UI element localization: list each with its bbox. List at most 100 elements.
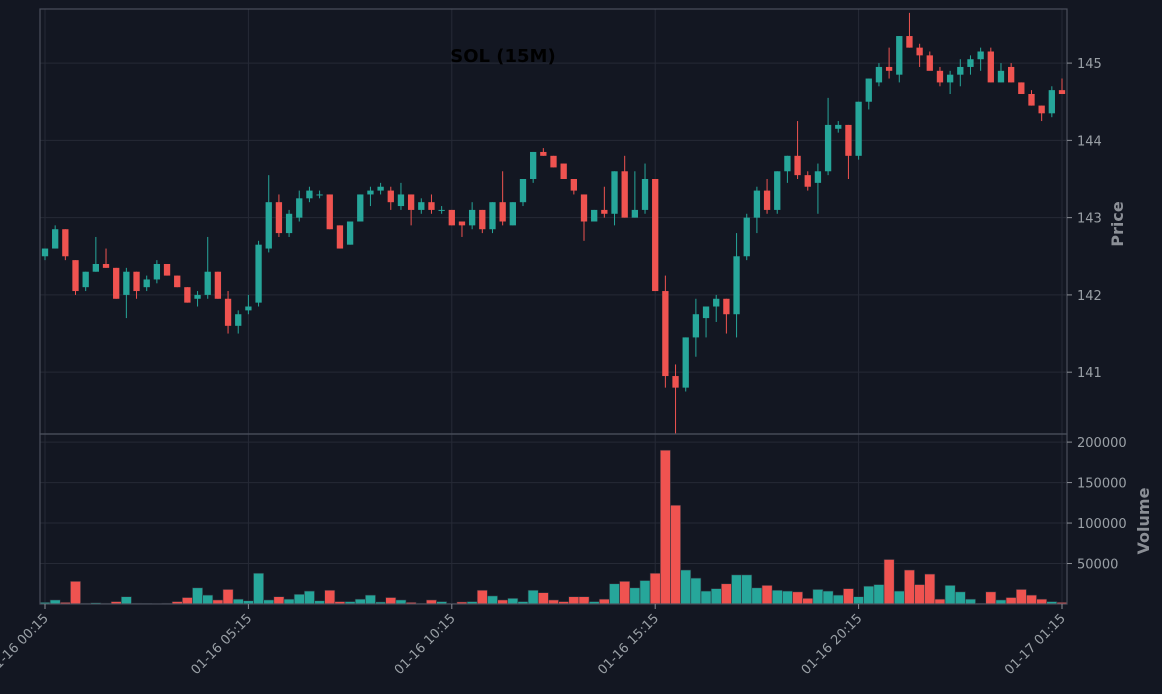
volume-bar	[253, 572, 264, 605]
price-tick-label: 141	[1077, 366, 1102, 381]
volume-bar	[120, 596, 132, 605]
candle-body	[560, 163, 567, 179]
volume-bar	[843, 588, 854, 605]
volume-bar	[273, 596, 285, 605]
candle-body	[601, 209, 608, 214]
candle-body	[977, 51, 984, 60]
candle-body	[275, 202, 283, 234]
candle-body	[957, 66, 964, 75]
volume-bar	[934, 598, 946, 605]
candle-body	[235, 314, 242, 326]
candle-body	[306, 190, 313, 199]
candle-body	[52, 229, 59, 249]
volume-bar	[904, 569, 915, 605]
candle-body	[926, 55, 933, 71]
candle-body	[265, 202, 272, 249]
chart-title: SOL (15M)	[450, 46, 555, 67]
candle-body	[92, 264, 100, 272]
candle-body	[448, 209, 455, 226]
candle-body	[428, 202, 435, 210]
volume-bar	[649, 572, 661, 605]
candle-body	[774, 171, 781, 210]
candle-body	[591, 209, 598, 222]
candle-body	[1018, 82, 1025, 94]
volume-bar	[181, 597, 193, 605]
volume-bar	[761, 585, 773, 605]
candle-body	[652, 179, 659, 292]
volume-bar	[354, 598, 366, 605]
panel-frames	[39, 8, 1068, 605]
candle-body	[153, 264, 161, 280]
candle-body	[1028, 94, 1035, 106]
price-axis-ticks: 141 142 143 144 145	[1067, 57, 1102, 381]
price-tick-label: 145	[1077, 57, 1102, 72]
candle-body	[143, 279, 150, 288]
price-axis-title: Price	[1108, 201, 1127, 247]
candle-body	[631, 209, 639, 218]
candle-body	[285, 213, 293, 234]
volume-bar	[954, 591, 966, 605]
volume-bar	[49, 599, 61, 605]
volume-bar	[792, 591, 803, 605]
candle-body	[133, 271, 140, 292]
price-tick-label: 144	[1077, 134, 1102, 149]
volume-bar	[365, 594, 376, 605]
volume-bar	[548, 599, 559, 605]
volume-bar	[659, 449, 671, 605]
candle-body	[204, 271, 211, 295]
volume-bar	[426, 599, 437, 605]
candle-body	[489, 202, 496, 230]
volume-bar	[497, 599, 509, 605]
candle-body	[224, 298, 232, 326]
candle-body	[855, 101, 862, 156]
volume-bar	[476, 589, 488, 605]
volume-bar	[893, 590, 905, 605]
volume-bar	[1005, 597, 1017, 605]
price-tick-label: 143	[1077, 212, 1102, 227]
candles	[41, 12, 1066, 434]
volume-bar	[914, 584, 926, 605]
candle-body	[377, 186, 384, 191]
candle-body	[743, 217, 750, 257]
volume-bar	[741, 574, 753, 605]
volume-bar	[965, 598, 976, 605]
volume-bar	[995, 599, 1007, 605]
candle-body	[753, 190, 761, 218]
candle-body	[479, 209, 486, 230]
candle-body	[163, 264, 171, 276]
volume-bar	[721, 583, 732, 605]
candle-body	[987, 51, 994, 83]
volume-panel-frame	[39, 433, 1068, 605]
volume-bar	[1036, 598, 1048, 605]
candle-body	[916, 47, 923, 56]
candle-body	[1038, 105, 1045, 114]
candle-body	[102, 264, 110, 268]
volume-bar	[924, 573, 936, 605]
volume-bar	[537, 592, 549, 605]
candle-body	[407, 194, 415, 210]
volume-bar	[883, 559, 895, 605]
volume-bar	[192, 587, 203, 605]
volume-bar	[782, 590, 793, 605]
candle-body	[296, 198, 303, 218]
candle-body	[570, 179, 577, 191]
volume-tick-label: 150000	[1077, 477, 1127, 492]
candle-body	[255, 244, 262, 303]
volume-bar	[802, 598, 814, 605]
volume-bar	[863, 585, 875, 605]
volume-bar	[771, 589, 783, 605]
candle-body	[865, 78, 872, 102]
candle-body	[397, 194, 405, 207]
candle-body	[550, 155, 557, 168]
candle-body	[814, 171, 822, 183]
volume-bar	[690, 577, 702, 605]
candle-body	[824, 124, 832, 172]
volume-bar	[812, 589, 824, 605]
volume-bar	[202, 594, 214, 605]
candle-body	[346, 221, 354, 245]
candle-body	[784, 155, 791, 172]
candle-body	[316, 194, 323, 196]
volume-bar	[751, 587, 763, 605]
price-tick-label: 142	[1077, 289, 1102, 304]
